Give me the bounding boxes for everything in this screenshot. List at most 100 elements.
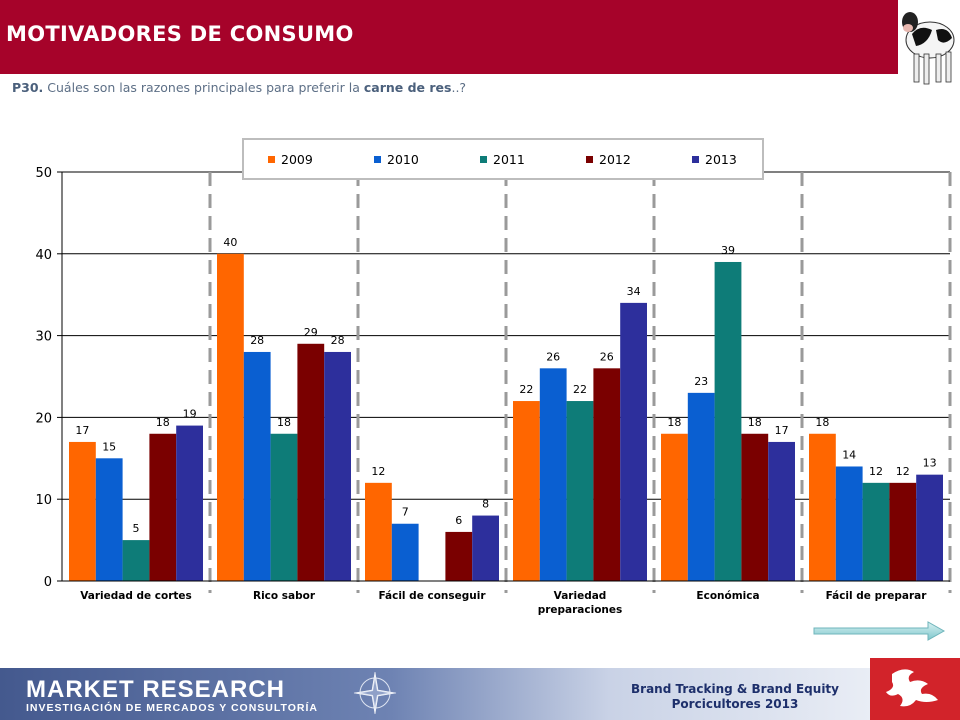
category-label: Variedad — [554, 590, 607, 602]
header-bar: MOTIVADORES DE CONSUMO — [0, 0, 898, 74]
legend-swatch — [692, 155, 699, 163]
question-suffix: ..? — [451, 80, 467, 95]
bar — [714, 261, 742, 581]
data-label: 12 — [371, 465, 385, 478]
data-label: 18 — [815, 416, 829, 429]
question-number: P30. — [12, 80, 44, 95]
bar — [889, 482, 917, 581]
data-label: 17 — [775, 424, 789, 437]
data-label: 15 — [102, 440, 116, 453]
compass-rose-icon — [353, 671, 397, 715]
data-label: 23 — [694, 375, 708, 388]
data-label: 22 — [573, 383, 587, 396]
footer: MARKET RESEARCH INVESTIGACIÓN DE MERCADO… — [0, 668, 960, 720]
category-label: Rico sabor — [253, 590, 316, 602]
question-highlight: carne de res — [363, 80, 452, 95]
y-tick-label: 0 — [44, 575, 52, 590]
brand-logo-icon — [870, 658, 960, 720]
legend-label: 2013 — [705, 151, 737, 167]
bar — [687, 392, 715, 581]
data-label: 6 — [455, 514, 462, 527]
legend-item: 2011 — [480, 150, 525, 168]
footer-line-1: Brand Tracking & Brand Equity — [631, 682, 839, 696]
bar — [620, 302, 647, 581]
data-label: 26 — [546, 350, 560, 363]
bar — [324, 351, 351, 581]
bar-chart: 0 10 20 30 40 50 17 15 5 18 19 Variedad de cortes 40… — [35, 166, 952, 616]
category-label: Fácil de conseguir — [378, 590, 486, 602]
bar — [69, 441, 96, 581]
data-label: 19 — [183, 408, 197, 421]
bar — [297, 343, 325, 581]
data-label: 18 — [277, 416, 291, 429]
legend-item: 2010 — [374, 150, 419, 168]
data-label: 34 — [627, 285, 641, 298]
bar — [243, 351, 271, 581]
footer-line-2: Porcicultores 2013 — [671, 697, 799, 711]
bar — [916, 474, 943, 581]
bar — [95, 458, 123, 581]
bar — [809, 433, 836, 581]
data-label: 22 — [519, 383, 533, 396]
bar — [513, 401, 540, 581]
data-label: 12 — [896, 465, 910, 478]
data-label: 39 — [721, 244, 735, 257]
bar — [176, 425, 203, 581]
category-label: preparaciones — [538, 604, 623, 616]
brand-tagline: INVESTIGACIÓN DE MERCADOS Y CONSULTORÍA — [26, 702, 318, 714]
bar — [122, 540, 150, 581]
data-label: 26 — [600, 350, 614, 363]
bar — [391, 523, 419, 581]
bar — [149, 433, 177, 581]
bar — [270, 433, 298, 581]
data-label: 18 — [156, 416, 170, 429]
bar — [566, 401, 594, 581]
legend-label: 2010 — [387, 151, 419, 167]
legend-label: 2009 — [281, 151, 313, 167]
data-label: 40 — [223, 236, 237, 249]
data-label: 28 — [250, 334, 264, 347]
data-label: 12 — [869, 465, 883, 478]
y-tick-label: 20 — [35, 411, 52, 426]
data-label: 29 — [304, 326, 318, 339]
category-label: Fácil de preparar — [826, 590, 928, 602]
bar — [768, 441, 795, 581]
legend-swatch — [268, 155, 275, 163]
legend-item: 2012 — [586, 150, 631, 168]
category-label: Económica — [696, 590, 759, 602]
question-text: P30. Cuáles son las razones principales … — [12, 80, 466, 95]
bar — [365, 482, 392, 581]
legend-label: 2011 — [493, 151, 525, 167]
legend-swatch — [374, 155, 381, 163]
data-label: 18 — [748, 416, 762, 429]
chart-legend: 2009 2010 2011 2012 2013 — [242, 138, 764, 180]
bar — [217, 253, 244, 582]
data-label: 18 — [667, 416, 681, 429]
data-label: 28 — [331, 334, 345, 347]
legend-swatch — [480, 155, 487, 163]
question-body: Cuáles son las razones principales para … — [43, 80, 364, 95]
y-tick-label: 40 — [35, 248, 52, 263]
bar — [472, 515, 499, 581]
y-tick-label: 10 — [35, 493, 52, 508]
data-label: 7 — [402, 506, 409, 519]
bar — [539, 368, 567, 581]
next-arrow-icon[interactable] — [812, 620, 946, 642]
cow-icon — [898, 0, 960, 90]
bar — [593, 368, 621, 581]
legend-item: 2013 — [692, 150, 737, 168]
data-label: 13 — [923, 457, 937, 470]
y-tick-label: 50 — [35, 166, 52, 181]
bar — [661, 433, 688, 581]
bar — [835, 466, 863, 581]
brand-name: MARKET RESEARCH — [26, 676, 286, 703]
bar — [862, 482, 890, 581]
legend-item: 2009 — [268, 150, 313, 168]
data-label: 14 — [842, 448, 856, 461]
legend-swatch — [586, 155, 593, 163]
data-label: 5 — [133, 522, 140, 535]
page-title: MOTIVADORES DE CONSUMO — [6, 22, 354, 46]
legend-label: 2012 — [599, 151, 631, 167]
data-label: 17 — [75, 424, 89, 437]
y-tick-label: 30 — [35, 330, 52, 345]
